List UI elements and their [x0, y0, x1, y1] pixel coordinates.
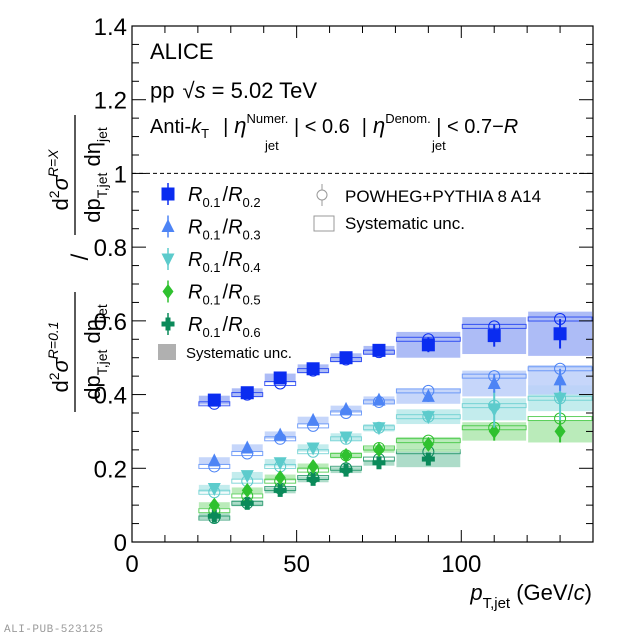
legend-data: R0.1/R0.2 R0.1/R0.3 R0.1/R0.4 R0.1/R0.5 R0.1…	[158, 183, 292, 362]
marker-triangle-down	[372, 422, 386, 436]
legend-powheg-label: POWHEG+PYTHIA 8 A14	[345, 187, 541, 206]
marker-cross-v	[277, 483, 283, 497]
marker-triangle-down	[273, 457, 287, 471]
marker-square	[207, 393, 221, 407]
data-points	[207, 319, 567, 523]
marker-cross-v	[343, 463, 349, 477]
marker-square	[240, 386, 254, 400]
y-tick-label: 1.4	[94, 14, 127, 41]
marker-triangle-down	[421, 411, 435, 425]
y-label-num-denominator: dpT,jet dηjet	[80, 304, 110, 400]
marker-diamond	[422, 436, 434, 452]
legend-label-R0.1-R0.6: R0.1/R0.6	[188, 314, 261, 340]
marker-triangle-up	[487, 376, 501, 390]
jet-selection-label: Anti-kT | ηNumer. | < 0.6 | ηDenom. | < 0.7−…	[150, 111, 518, 141]
x-tick-label: 0	[125, 551, 138, 578]
marker-cross	[207, 509, 221, 523]
marker-triangle-down	[487, 403, 501, 417]
legend-label-R0.1-R0.2: R0.1/R0.2	[188, 184, 261, 210]
marker-cross-v	[165, 317, 171, 331]
marker-square	[273, 371, 287, 385]
y-tick-label: 0	[114, 530, 127, 557]
marker-cross-v	[244, 496, 250, 510]
marker-diamond	[488, 423, 500, 439]
x-tick-label: 50	[283, 551, 310, 578]
y-tick-label: 1.2	[94, 88, 127, 115]
marker-cross	[421, 452, 435, 466]
eta-sub-denom: jet	[431, 138, 446, 153]
marker-square	[306, 362, 320, 376]
y-tick-label: 1	[114, 161, 127, 188]
marker-cross	[273, 483, 287, 497]
x-axis-label: pT,jet (GeV/c)	[469, 580, 592, 612]
marker-triangle-up	[240, 440, 254, 454]
marker-triangle-up	[421, 388, 435, 402]
collision-label: pp √s = 5.02 TeV	[150, 78, 317, 103]
marker-cross	[339, 463, 353, 477]
y-tick-label: 0.8	[94, 235, 127, 262]
systematic-boxes	[198, 311, 593, 521]
legend-model-sys-box	[313, 215, 335, 232]
y-tick-label: 0.4	[94, 383, 127, 410]
axes: 0 50 100 0 0.2 0.4 0.6 0.8 1 1.2 1.4	[94, 14, 594, 578]
y-label-den-denominator: dpT,jet dηjet	[80, 127, 110, 223]
marker-square	[553, 327, 567, 341]
y-label-num-numerator: d2σR=0.1	[45, 321, 73, 392]
legend-label-R0.1-R0.4: R0.1/R0.4	[188, 249, 261, 275]
marker-square	[487, 329, 501, 343]
marker-triangle-down	[161, 253, 175, 267]
publication-id: ALI-PUB-523125	[4, 624, 104, 636]
experiment-label: ALICE	[150, 39, 214, 64]
marker-cross	[372, 456, 386, 470]
marker-diamond	[162, 284, 174, 299]
marker-diamond	[340, 447, 352, 463]
legend-model: POWHEG+PYTHIA 8 A14 Systematic unc.	[313, 184, 541, 233]
marker-diamond	[554, 423, 566, 439]
marker-triangle-down	[240, 470, 254, 484]
legend-label-R0.1-R0.5: R0.1/R0.5	[188, 282, 261, 308]
marker-square	[372, 343, 386, 357]
marker-triangle-up	[372, 392, 386, 406]
marker-cross	[306, 472, 320, 486]
marker-triangle-up	[273, 427, 287, 441]
legend-label-R0.1-R0.3: R0.1/R0.3	[188, 217, 261, 243]
y-tick-label: 0.6	[94, 309, 127, 336]
marker-triangle-up	[207, 453, 221, 467]
x-tick-label: 100	[441, 551, 481, 578]
marker-triangle-down	[553, 392, 567, 406]
y-label-slash: /	[67, 253, 94, 260]
y-tick-label: 0.2	[94, 456, 127, 483]
marker-triangle-down	[207, 483, 221, 497]
marker-square	[421, 338, 435, 352]
y-axis-label: d2σR=X dpT,jet dηjet / d2σR=0.1 dpT,jet …	[45, 115, 110, 412]
marker-cross-v	[211, 509, 217, 523]
marker-diamond	[208, 497, 220, 513]
y-label-den-numerator: d2σR=X	[45, 149, 73, 211]
legend-data-sys-label: Systematic unc.	[186, 345, 292, 362]
marker-triangle-up	[306, 412, 320, 426]
marker-triangle-up	[339, 401, 353, 415]
marker-diamond	[274, 470, 286, 485]
marker-cross-v	[425, 452, 431, 466]
legend-powheg-marker	[316, 189, 328, 201]
marker-triangle-up	[161, 219, 175, 232]
marker-diamond	[241, 482, 253, 498]
marker-triangle-up	[553, 372, 567, 386]
marker-cross-v	[376, 456, 382, 470]
marker-diamond	[373, 442, 385, 458]
marker-cross	[240, 496, 254, 510]
eta-sub-numer: jet	[264, 138, 279, 153]
marker-cross	[161, 317, 175, 331]
marker-square	[161, 187, 175, 201]
marker-triangle-down	[339, 431, 353, 445]
marker-cross-v	[310, 472, 316, 486]
marker-triangle-down	[306, 442, 320, 456]
marker-square	[339, 351, 353, 365]
marker-diamond	[307, 458, 319, 474]
legend-model-sys-label: Systematic unc.	[345, 214, 465, 233]
legend-data-sys-box	[158, 344, 176, 360]
